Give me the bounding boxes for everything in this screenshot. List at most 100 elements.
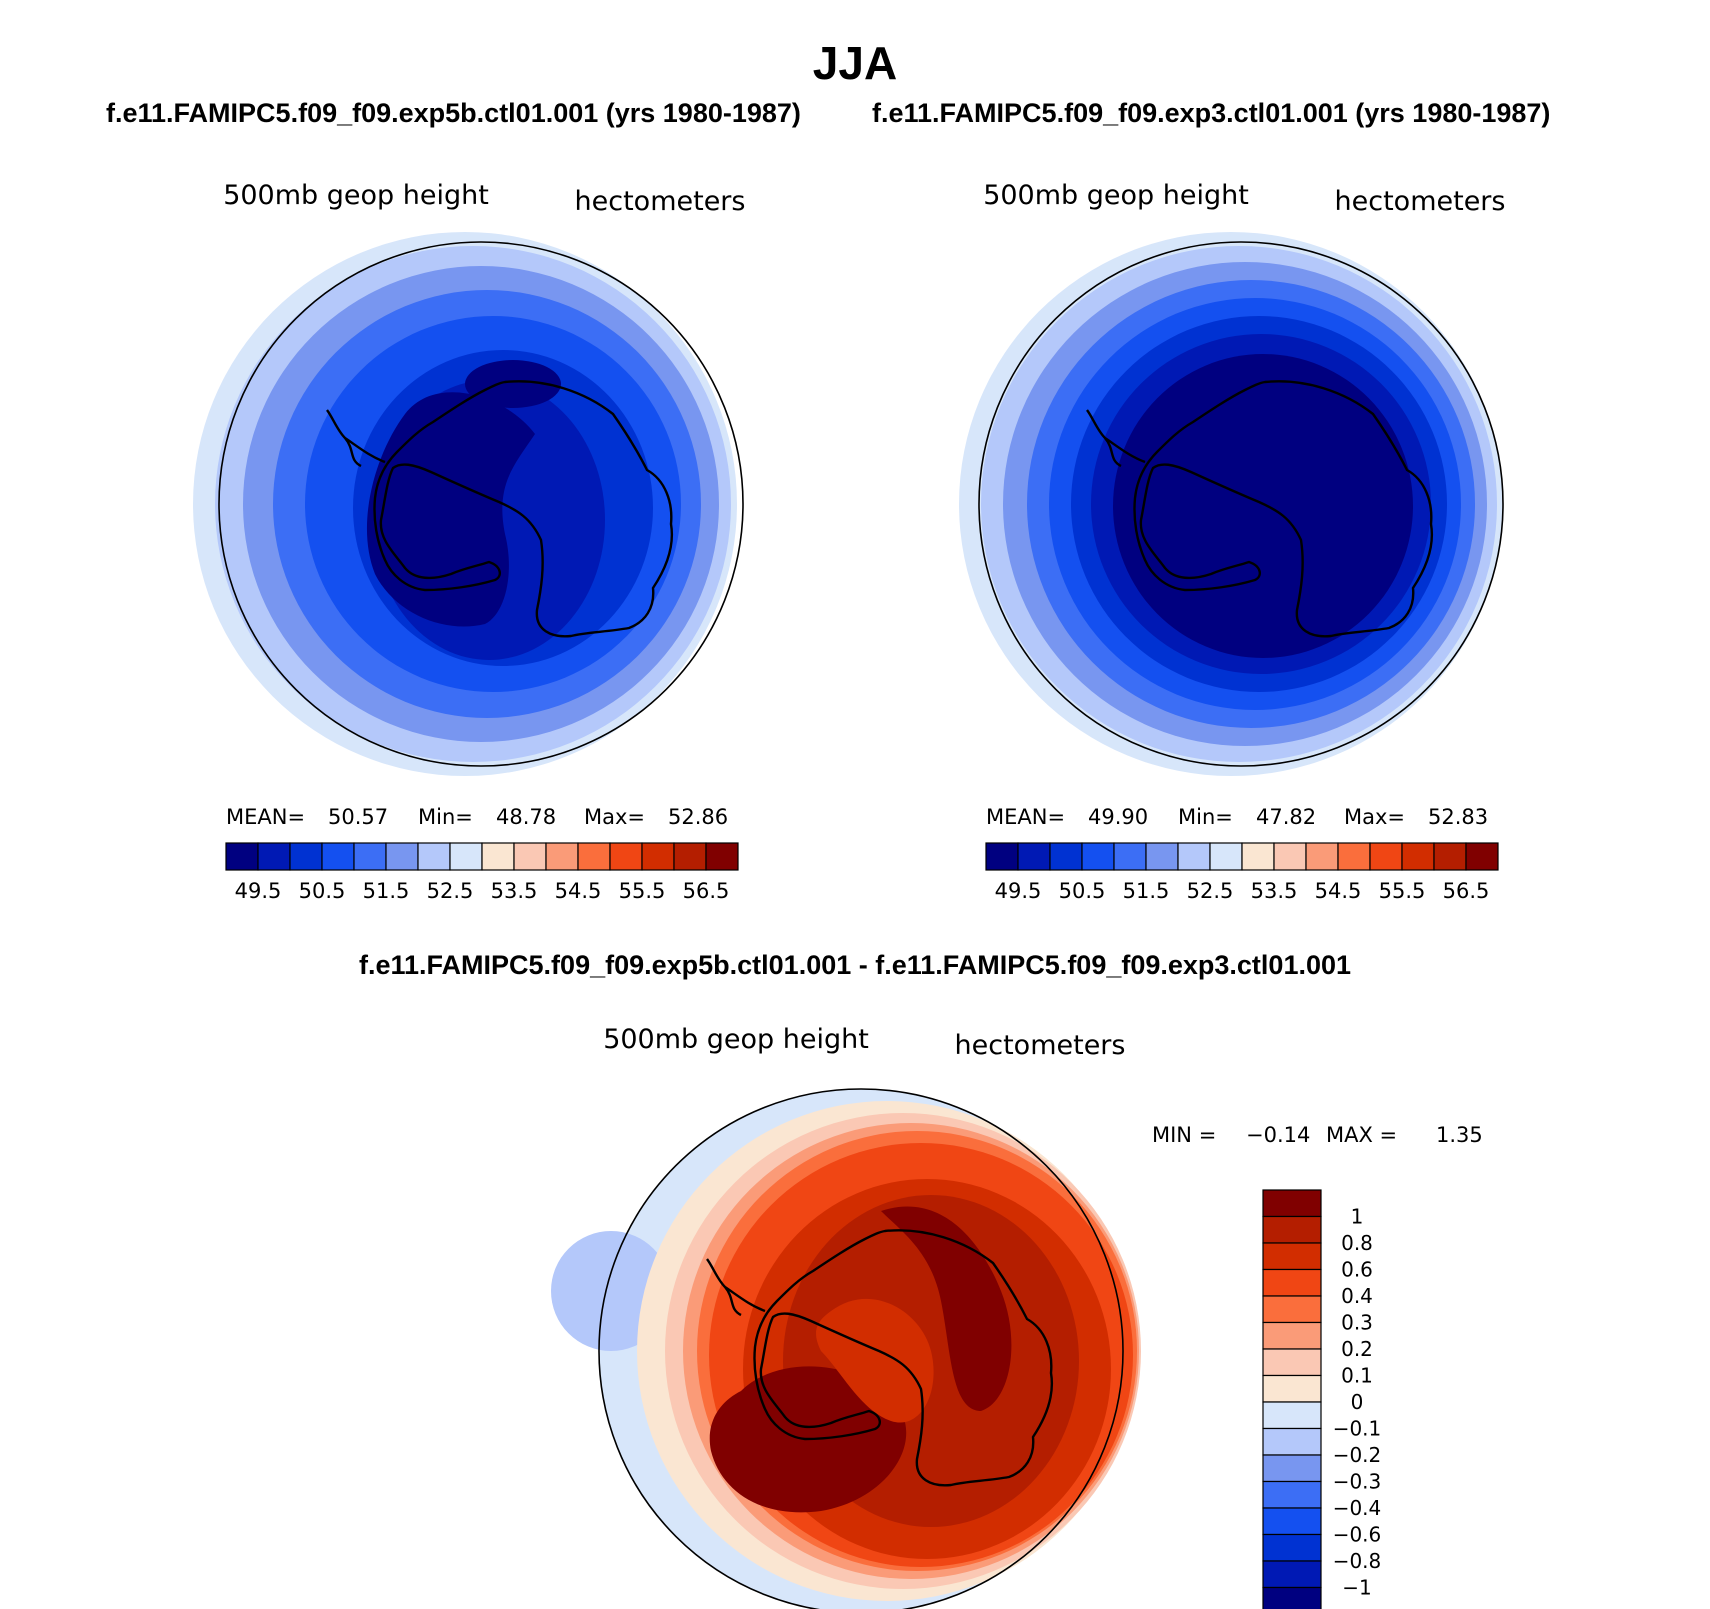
- colorbar-swatch: [513, 842, 547, 871]
- map-boundary: [598, 1088, 1124, 1609]
- panel-title-exp5b: f.e11.FAMIPC5.f09_f09.exp5b.ctl01.001 (y…: [106, 98, 801, 128]
- colorbar-swatch: [1262, 1480, 1322, 1509]
- colorbar-tick-label: 55.5: [619, 879, 666, 903]
- colorbar-swatch: [1049, 842, 1083, 871]
- contour-band: [881, 1206, 1012, 1411]
- colorbar-tick-label: 52.5: [427, 879, 474, 903]
- contour-band: [1113, 354, 1413, 658]
- units-label: hectometers: [955, 1030, 1126, 1061]
- colorbar-difference: 10.8 0.60.4 0.30.2 0.10 −0.1−0.2 −0.3−0.4 −0.6…: [1262, 1189, 1382, 1609]
- colorbar-tick-label: −0.8: [1333, 1549, 1382, 1573]
- map-boundary: [218, 241, 744, 767]
- stats-exp5b: MEAN= 50.57 Min= 48.78 Max= 52.86: [226, 805, 728, 829]
- panel-title-exp3: f.e11.FAMIPC5.f09_f09.exp3.ctl01.001 (yr…: [872, 98, 1551, 128]
- colorbar-swatch: [609, 842, 643, 871]
- colorbar-swatch: [1337, 842, 1371, 871]
- colorbar-swatch: [257, 842, 291, 871]
- colorbar-swatch: [1262, 1321, 1322, 1350]
- contour-band: [366, 392, 535, 627]
- map-exp5b: [193, 232, 744, 776]
- colorbar-tick-label: 51.5: [1123, 879, 1170, 903]
- colorbar-exp3: 49.5 50.5 51.5 52.5 53.5 54.5 55.5 56.5: [985, 842, 1499, 903]
- units-label: hectometers: [575, 186, 746, 217]
- mean-value: 50.57: [328, 805, 388, 829]
- colorbar-tick-label: 0.3: [1341, 1311, 1373, 1335]
- max-label: Max=: [584, 805, 645, 829]
- colorbar-tick-label: 53.5: [1251, 879, 1298, 903]
- map-exp3: [959, 232, 1504, 776]
- colorbar-tick-label: −0.3: [1333, 1470, 1382, 1494]
- colorbar-swatch: [1241, 842, 1275, 871]
- stats-exp3: MEAN= 49.90 Min= 47.82 Max= 52.83: [986, 805, 1488, 829]
- colorbar-swatch: [1145, 842, 1179, 871]
- colorbar-swatch: [1262, 1560, 1322, 1589]
- colorbar-exp5b: 49.5 50.5 51.5 52.5 53.5 54.5 55.5 56.5: [225, 842, 739, 903]
- units-label: hectometers: [1335, 186, 1506, 217]
- colorbar-swatch: [1465, 842, 1499, 871]
- colorbar-swatch: [1262, 1507, 1322, 1536]
- colorbar-swatch: [1369, 842, 1403, 871]
- colorbar-swatch: [577, 842, 611, 871]
- colorbar-swatch: [1017, 842, 1051, 871]
- colorbar-tick-label: 50.5: [1059, 879, 1106, 903]
- colorbar-swatch: [1305, 842, 1339, 871]
- colorbar-tick-label: 49.5: [235, 879, 282, 903]
- min-max-readout: MIN = −0.14 MAX = 1.35: [1152, 1123, 1483, 1147]
- colorbar-swatch: [673, 842, 707, 871]
- colorbar-tick-label: 0.1: [1341, 1364, 1373, 1388]
- colorbar-swatch: [481, 842, 515, 871]
- colorbar-tick-label: −1: [1342, 1576, 1371, 1600]
- colorbar-swatch: [1262, 1189, 1322, 1218]
- colorbar-swatch: [1262, 1215, 1322, 1244]
- colorbar-swatch: [1262, 1401, 1322, 1430]
- map-boundary: [978, 241, 1504, 767]
- colorbar-swatch: [1262, 1533, 1322, 1562]
- max-value: 52.86: [668, 805, 728, 829]
- colorbar-tick-label: 55.5: [1379, 879, 1426, 903]
- colorbar-swatch: [985, 842, 1019, 871]
- colorbar-swatch: [1262, 1454, 1322, 1483]
- colorbar-tick-label: −0.6: [1333, 1523, 1382, 1547]
- colorbar-swatch: [641, 842, 675, 871]
- colorbar-tick-label: 56.5: [683, 879, 730, 903]
- colorbar-tick-label: 56.5: [1443, 879, 1490, 903]
- max-label: Max=: [1344, 805, 1405, 829]
- colorbar-tick-label: −0.2: [1333, 1443, 1382, 1467]
- colorbar-tick-label: 54.5: [1315, 879, 1362, 903]
- colorbar-swatch: [1433, 842, 1467, 871]
- difference-title: f.e11.FAMIPC5.f09_f09.exp5b.ctl01.001 - …: [358, 950, 1352, 980]
- colorbar-swatch: [1081, 842, 1115, 871]
- colorbar-swatch: [1273, 842, 1307, 871]
- variable-label: 500mb geop height: [603, 1024, 869, 1055]
- colorbar-swatch: [1113, 842, 1147, 871]
- colorbar-swatch: [1262, 1427, 1322, 1456]
- colorbar-swatch: [1209, 842, 1243, 871]
- colorbar-swatch: [353, 842, 387, 871]
- mean-label: MEAN=: [986, 805, 1065, 829]
- colorbar-swatch: [1262, 1348, 1322, 1377]
- colorbar-tick-label: −0.1: [1333, 1417, 1382, 1441]
- colorbar-swatch: [705, 842, 739, 871]
- colorbar-tick-label: −0.4: [1333, 1496, 1382, 1520]
- colorbar-tick-label: 50.5: [299, 879, 346, 903]
- colorbar-tick-label: 0.8: [1341, 1231, 1373, 1255]
- colorbar-swatch: [1177, 842, 1211, 871]
- colorbar-swatch: [1262, 1374, 1322, 1403]
- colorbar-swatch: [545, 842, 579, 871]
- colorbar-tick-label: 54.5: [555, 879, 602, 903]
- page-title: JJA: [812, 37, 898, 89]
- colorbar-tick-label: 0: [1351, 1390, 1364, 1414]
- colorbar-swatch: [289, 842, 323, 871]
- colorbar-swatch: [1262, 1242, 1322, 1271]
- variable-label: 500mb geop height: [223, 180, 489, 211]
- min-value: −0.14: [1246, 1123, 1310, 1147]
- mean-value: 49.90: [1088, 805, 1148, 829]
- min-label: MIN =: [1152, 1123, 1216, 1147]
- colorbar-tick-label: 1: [1351, 1205, 1364, 1229]
- colorbar-tick-label: 49.5: [995, 879, 1042, 903]
- colorbar-tick-label: 53.5: [491, 879, 538, 903]
- colorbar-tick-label: 52.5: [1187, 879, 1234, 903]
- colorbar-swatch: [1262, 1295, 1322, 1324]
- colorbar-tick-label: 0.4: [1341, 1284, 1373, 1308]
